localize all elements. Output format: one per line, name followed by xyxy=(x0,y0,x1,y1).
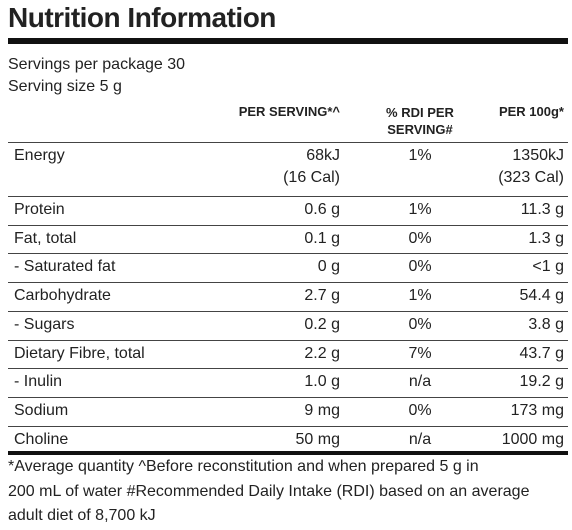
rdi: 0% xyxy=(408,401,432,419)
title-rule xyxy=(8,38,568,44)
row-label: Choline xyxy=(14,430,69,448)
row-label: Energy xyxy=(14,147,65,164)
per-serving: 0 g xyxy=(317,258,340,276)
row-line xyxy=(8,196,568,197)
per-100g: <1 g xyxy=(532,258,564,276)
row-label: Carbohydrate xyxy=(14,287,111,305)
rdi: n/a xyxy=(408,373,432,391)
row-line xyxy=(8,425,568,427)
row-line xyxy=(8,142,568,143)
per-100g: 54.4 g xyxy=(519,287,564,305)
rdi: n/a xyxy=(408,430,432,448)
row-line xyxy=(8,339,568,341)
header: PER 100g* xyxy=(498,104,564,119)
footnote: 200 mL of water #Recommended Daily Intak… xyxy=(8,483,530,500)
per-100g: 11.3 g xyxy=(520,201,564,218)
serving-size: Serving size 5 g xyxy=(8,78,122,95)
title: Nutrition Information xyxy=(8,2,276,33)
row-line xyxy=(8,282,568,284)
per-serving: 0.6 g xyxy=(304,201,340,218)
row-label: Dietary Fibre, total xyxy=(14,344,145,362)
row-label: - Inulin xyxy=(14,373,63,391)
row-line xyxy=(8,368,568,370)
rdi: 7% xyxy=(408,344,432,362)
per-100g: 1350kJ xyxy=(512,147,564,164)
per-serving: 9 mg xyxy=(304,401,340,419)
rdi: 0% xyxy=(408,315,432,333)
per-100g: 19.2 g xyxy=(519,373,564,391)
servings-per-package: Servings per package 30 xyxy=(8,56,185,73)
per-serving: 0.1 g xyxy=(304,229,340,247)
row-line xyxy=(8,396,568,398)
per-serving: 2.7 g xyxy=(304,287,340,305)
per-100g: 173 mg xyxy=(510,401,564,419)
row-line xyxy=(8,310,568,312)
per-serving: 68kJ xyxy=(306,147,340,164)
per-100g: (323 Cal) xyxy=(498,169,564,186)
row-label: - Saturated fat xyxy=(14,258,116,276)
rdi: 1% xyxy=(408,147,432,164)
rdi: 0% xyxy=(408,258,432,276)
row-label: Fat, total xyxy=(14,229,77,247)
footnote: *Average quantity ^Before reconstitution… xyxy=(8,458,479,475)
rdi: 1% xyxy=(408,287,432,305)
per-100g: 43.7 g xyxy=(519,344,564,362)
per-100g: 1.3 g xyxy=(528,229,564,247)
per-serving: 1.0 g xyxy=(304,373,340,391)
header: PER SERVING*^ xyxy=(238,104,340,119)
row-label: Protein xyxy=(14,201,65,218)
rdi: 1% xyxy=(408,201,432,218)
row-line xyxy=(8,224,568,226)
row-line xyxy=(8,253,568,255)
per-100g: 3.8 g xyxy=(528,315,564,333)
table-bottom-rule xyxy=(8,451,568,455)
per-serving: 2.2 g xyxy=(304,344,340,362)
per-100g: 1000 mg xyxy=(501,430,564,448)
per-serving: (16 Cal) xyxy=(283,169,340,186)
row-label: - Sugars xyxy=(14,315,75,333)
per-serving: 50 mg xyxy=(295,430,340,448)
rdi: 0% xyxy=(408,229,432,247)
per-serving: 0.2 g xyxy=(304,315,340,333)
header: % RDI PER SERVING# xyxy=(386,105,454,137)
footnote: adult diet of 8,700 kJ xyxy=(8,507,156,524)
row-label: Sodium xyxy=(14,401,69,419)
